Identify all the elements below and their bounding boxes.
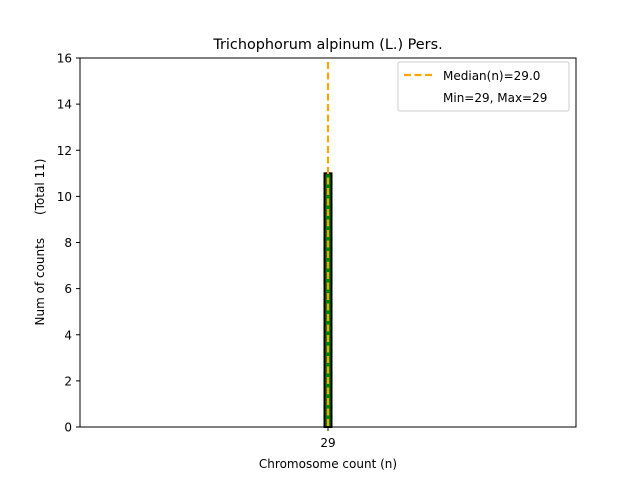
x-axis-label: Chromosome count (n) <box>259 457 397 471</box>
legend-frame <box>397 61 570 112</box>
x-tick-label: 29 <box>320 436 335 450</box>
y-tick-label: 10 <box>57 190 72 204</box>
y-tick-label: 2 <box>64 374 72 388</box>
y-axis-label: Num of counts (Total 11) <box>33 159 47 326</box>
y-tick-label: 6 <box>64 282 72 296</box>
plot-layer <box>79 57 577 428</box>
y-tick-label: 8 <box>64 236 72 250</box>
chart-title: Trichophorum alpinum (L.) Pers. <box>212 37 442 53</box>
y-tick-label: 0 <box>64 421 72 435</box>
legend-median-label: Median(n)=29.0 <box>443 69 540 83</box>
legend: Median(n)=29.0 Min=29, Max=29 <box>397 61 570 112</box>
y-tick-label: 4 <box>64 328 72 342</box>
x-axis-ticks: 29 <box>320 427 336 450</box>
y-axis-ticks: 0 2 4 6 8 10 12 14 16 <box>57 52 80 435</box>
y-tick-label: 16 <box>57 52 72 66</box>
legend-minmax-label: Min=29, Max=29 <box>443 91 547 105</box>
y-tick-label: 14 <box>57 98 72 112</box>
y-tick-label: 12 <box>57 144 72 158</box>
